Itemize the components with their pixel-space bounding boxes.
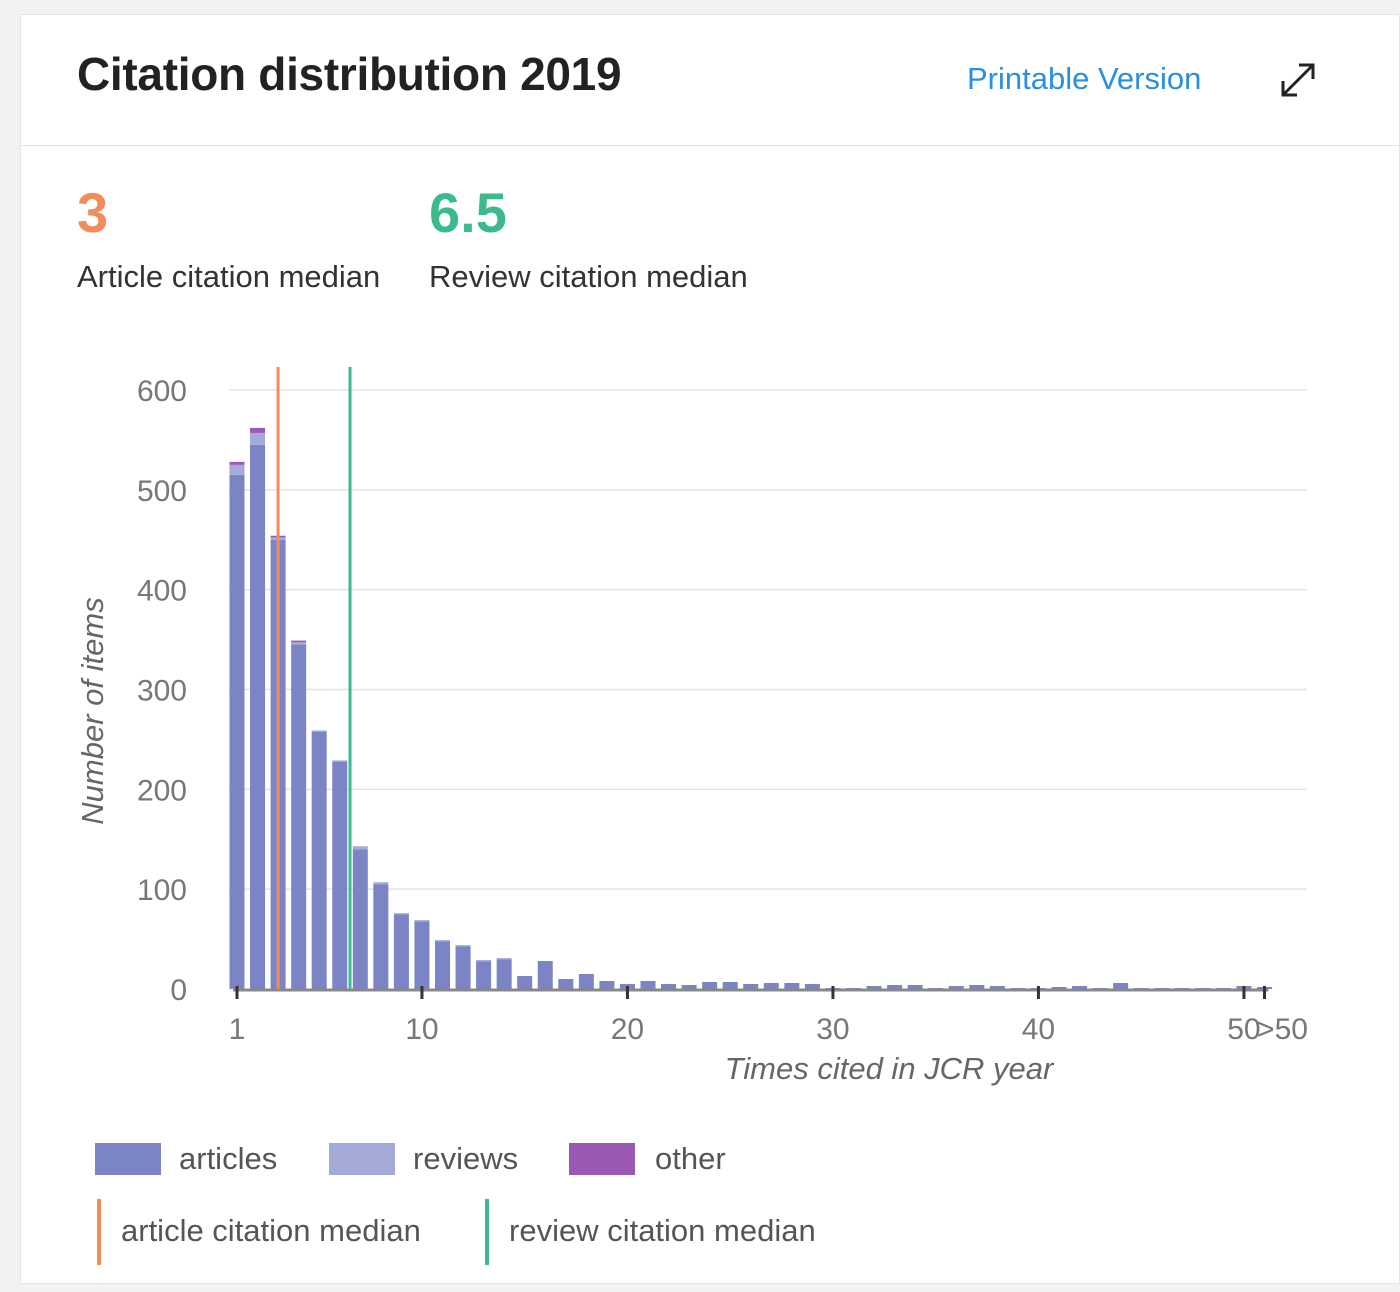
- x-tick-label: 10: [405, 1013, 438, 1046]
- bar-articles-5: [312, 731, 327, 989]
- legend-article-median-label: article citation median: [121, 1213, 421, 1249]
- x-tick-label: >50: [1257, 1013, 1308, 1046]
- legend-review-median-line: [485, 1199, 489, 1265]
- bar-reviews-10: [414, 920, 429, 922]
- legend-article-median-line: [97, 1199, 101, 1265]
- x-tick-label: 30: [816, 1013, 849, 1046]
- bar-articles-29: [805, 984, 820, 989]
- bar-reviews-5: [312, 730, 327, 732]
- y-tick-label: 200: [137, 774, 187, 807]
- y-tick-label: 600: [137, 375, 187, 408]
- bar-articles-18: [579, 974, 594, 989]
- bar-reviews-13: [476, 960, 491, 962]
- legend-reviews-swatch: [329, 1143, 395, 1175]
- x-tick-label: 50: [1227, 1013, 1260, 1046]
- citation-histogram: 0 100 200 300 400 500 600 1 10 20 30 40 50>50 Times c…: [21, 15, 1399, 1115]
- bar-articles-19: [599, 981, 614, 989]
- legend-review-median-label: review citation median: [509, 1213, 816, 1249]
- legend-reviews-label: reviews: [413, 1141, 518, 1177]
- y-tick-label: 300: [137, 675, 187, 708]
- bar-reviews-6: [332, 760, 347, 762]
- bar-articles-22: [661, 984, 676, 989]
- bar-other-4: [291, 641, 306, 643]
- y-tick-label: 500: [137, 475, 187, 508]
- y-tick-label: 400: [137, 575, 187, 608]
- bar-articles-10: [414, 921, 429, 989]
- bar-articles-44: [1113, 983, 1128, 989]
- bar-reviews-11: [435, 940, 450, 942]
- bar-articles-27: [764, 983, 779, 989]
- x-tick-label: 20: [611, 1013, 644, 1046]
- bar-reviews-2: [250, 433, 265, 445]
- bar-articles-28: [784, 983, 799, 989]
- legend-other-label: other: [655, 1141, 726, 1177]
- bar-reviews-8: [373, 882, 388, 884]
- y-tick-label: 0: [170, 974, 187, 1007]
- bar-reviews-14: [497, 958, 512, 960]
- bar-articles-15: [517, 976, 532, 989]
- bar-articles-9: [394, 914, 409, 989]
- bar-articles-24: [702, 982, 717, 989]
- bar-articles-16: [538, 961, 553, 989]
- bar-articles-26: [743, 984, 758, 989]
- x-tick-label: 1: [229, 1013, 246, 1046]
- bar-other-2: [250, 428, 265, 433]
- bar-articles-7: [353, 849, 368, 989]
- y-tick-label: 100: [137, 874, 187, 907]
- citation-distribution-card: Citation distribution 2019 Printable Ver…: [20, 14, 1400, 1284]
- bar-articles-21: [641, 981, 656, 989]
- bar-articles-33: [887, 985, 902, 989]
- y-axis-title: Number of items: [75, 597, 110, 824]
- bar-articles-37: [969, 985, 984, 989]
- bar-articles-6: [332, 761, 347, 989]
- bar-articles-2: [250, 445, 265, 989]
- bar-reviews-7: [353, 846, 368, 849]
- bar-articles-23: [682, 985, 697, 989]
- legend-articles-label: articles: [179, 1141, 277, 1177]
- bar-reviews-12: [456, 945, 471, 947]
- bar-articles-34: [908, 985, 923, 989]
- bar-articles-11: [435, 941, 450, 989]
- bar-reviews-1: [230, 465, 245, 475]
- bar-articles-4: [291, 645, 306, 989]
- bar-reviews-9: [394, 913, 409, 915]
- x-axis-title: Times cited in JCR year: [725, 1051, 1055, 1086]
- bar-articles-1: [230, 475, 245, 989]
- bar-articles-17: [558, 979, 573, 989]
- bar-other-1: [230, 462, 245, 465]
- x-tick-label: 40: [1022, 1013, 1055, 1046]
- bar-articles-12: [456, 946, 471, 989]
- bar-articles-13: [476, 961, 491, 989]
- bar-articles-25: [723, 982, 738, 989]
- bar-articles-14: [497, 959, 512, 989]
- legend-other-swatch: [569, 1143, 635, 1175]
- legend-articles-swatch: [95, 1143, 161, 1175]
- bar-articles-8: [373, 884, 388, 989]
